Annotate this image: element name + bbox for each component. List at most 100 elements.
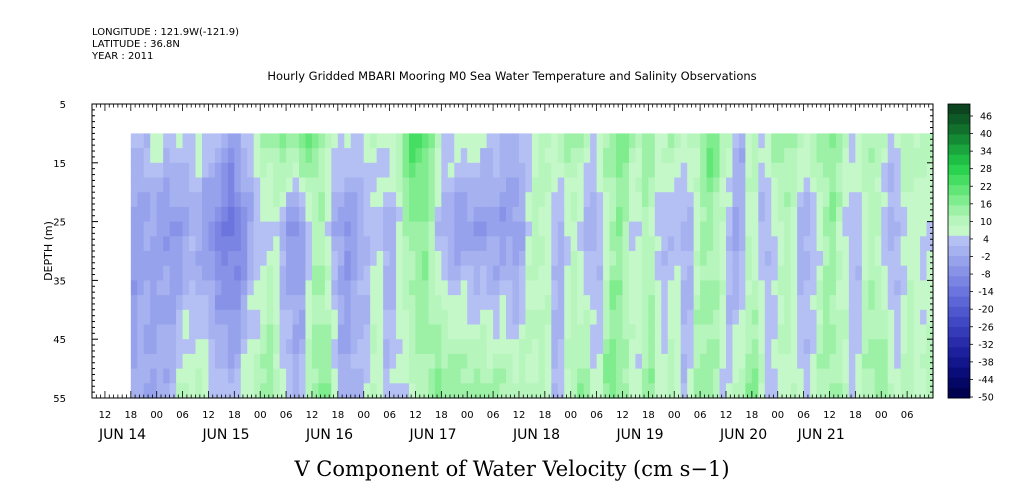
heatmap-cell [176,192,184,208]
heatmap-cell [454,236,462,252]
heatmap-cell [525,133,533,149]
heatmap-cell [758,383,766,399]
heatmap-cell [900,353,908,370]
x-axis-minor-ticks [91,104,934,398]
heatmap-cell [784,383,792,399]
heatmap-cell [376,162,384,179]
heatmap-cell [337,206,345,223]
heatmap-cell [208,339,216,355]
heatmap-cell [447,192,455,208]
heatmap-cell [324,192,332,208]
heatmap-cell [674,368,682,384]
heatmap-cell [266,206,274,223]
heatmap-cell [292,383,300,399]
heatmap-cell [920,221,928,237]
heatmap-cell [881,339,889,355]
heatmap-cell [907,353,915,370]
heatmap-cell [486,353,494,370]
heatmap-cell [357,265,365,281]
heatmap-cell [370,192,378,208]
heatmap-cell [318,339,326,355]
heatmap-cell [493,383,501,399]
heatmap-cell [441,265,449,281]
heatmap-cell [609,280,617,296]
heatmap-cell [622,295,630,311]
heatmap-cell [473,206,481,223]
heatmap-cell [564,206,572,223]
heatmap-cell [512,265,520,281]
heatmap-cell [253,236,261,252]
heatmap-cell [512,339,520,355]
heatmap-cell [674,309,682,326]
heatmap-cell [583,206,591,223]
heatmap-cell [797,339,805,355]
heatmap-cell [234,324,242,340]
heatmap-cell [305,309,313,326]
heatmap-cell [551,368,559,384]
heatmap-cell [195,236,203,252]
heatmap-cell [137,339,145,355]
heatmap-cell [797,251,805,267]
heatmap-cell [370,251,378,267]
heatmap-cell [169,177,177,193]
heatmap-cell [900,148,908,164]
heatmap-cell [318,177,326,193]
heatmap-cell [156,383,164,399]
heatmap-cell [434,148,442,164]
heatmap-cell [583,177,591,193]
heatmap-cell [305,324,313,340]
heatmap-cell [305,133,313,149]
heatmap-cell [654,353,662,370]
heatmap-cell [797,309,805,326]
heatmap-cell [454,192,462,208]
heatmap-cell [616,206,624,223]
heatmap-cell [706,162,714,179]
heatmap-cell [169,324,177,340]
heatmap-cell [816,221,824,237]
heatmap-cell [143,265,151,281]
heatmap-cell [182,280,190,296]
heatmap-cell [680,324,688,340]
heatmap-cell [467,162,475,179]
heatmap-cell [887,236,895,252]
heatmap-cell [169,133,177,149]
heatmap-cell [415,206,423,223]
colorbar-label: 10 [980,217,992,228]
heatmap-cell [745,221,753,237]
heatmap-cell [383,192,391,208]
heatmap-cell [557,295,565,311]
heatmap-cell [544,192,552,208]
heatmap-cell [751,339,759,355]
heatmap-cell [654,192,662,208]
heatmap-cell [641,177,649,193]
heatmap-cell [253,133,261,149]
heatmap-cell [544,324,552,340]
heatmap-cell [861,251,869,267]
heatmap-cell [363,221,371,237]
heatmap-cell [169,162,177,179]
heatmap-cell [848,339,856,355]
heatmap-cell [861,368,869,384]
heatmap-cell [661,353,669,370]
heatmap-cell [234,206,242,223]
heatmap-cell [389,236,397,252]
heatmap-cell [454,221,462,237]
heatmap-cell [894,251,902,267]
heatmap-cell [661,177,669,193]
heatmap-cell [590,221,598,237]
heatmap-cell [370,383,378,399]
heatmap-cell [648,206,656,223]
heatmap-cell [661,280,669,296]
x-hour-label: 06 [383,410,396,421]
heatmap-cell [790,309,798,326]
heatmap-cell [538,295,546,311]
heatmap-cell [635,265,643,281]
heatmap-cell [628,177,637,193]
heatmap-cell [201,324,210,340]
heatmap-cell [441,251,449,267]
heatmap-cell [221,206,229,223]
heatmap-cell [564,339,572,355]
heatmap-cell [299,383,307,399]
heatmap-cell [279,339,287,355]
heatmap-cell [868,221,876,237]
